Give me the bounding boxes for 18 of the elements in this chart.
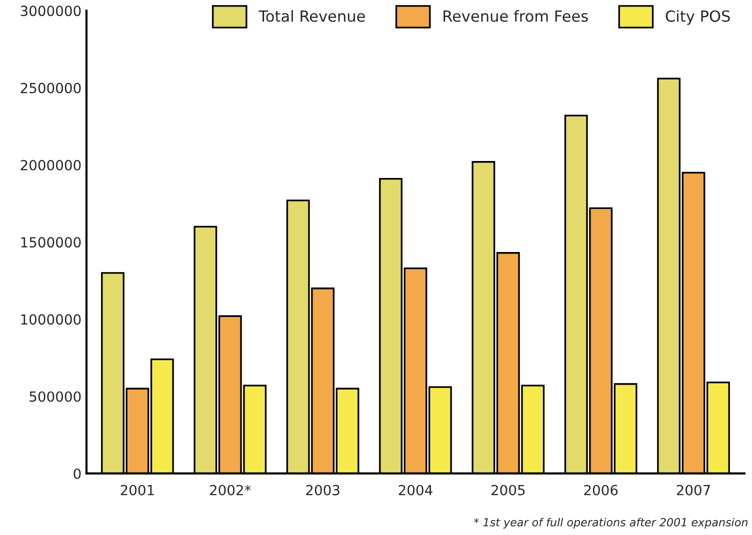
y-tick-label: 2500000 [20,82,81,94]
y-tick-label: 1000000 [21,314,81,325]
legend-label: City POS [666,10,730,25]
y-tick-label: 2000000 [20,160,81,170]
x-tick-label: 2002* [210,484,251,496]
x-tick-label: 2004 [398,484,432,496]
x-tick-label: 2006 [584,484,618,496]
x-tick-label: 2003 [306,484,340,496]
x-tick-label: 2005 [492,484,525,496]
text: * 1st year of full operations after 2001 expansion [474,518,748,529]
y-tick-label: 1500000 [21,237,81,248]
y-tick-label: 0 [74,468,81,479]
legend-label: Revenue from Fees [444,10,588,22]
x-tick-label: 2007 [676,484,710,496]
legend-label: Total Revenue [258,10,365,22]
x-tick-label: 2001 [120,484,154,496]
y-tick-label: 3000000 [20,6,81,16]
y-tick-label: 500000 [30,391,81,402]
